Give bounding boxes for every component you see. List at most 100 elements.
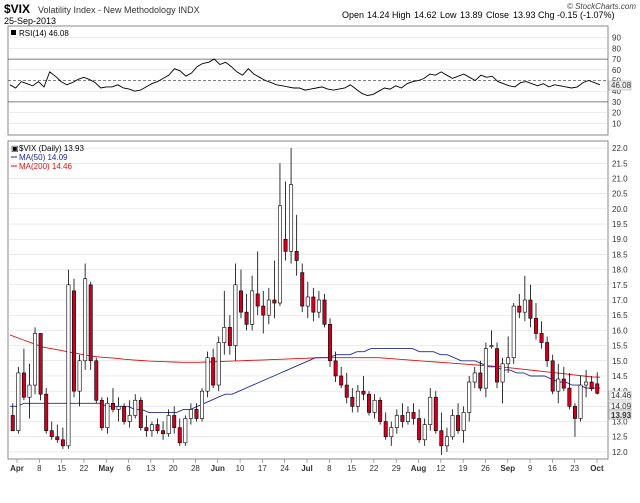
ma200-last-box (608, 390, 632, 401)
close-label: Close (486, 10, 509, 20)
candle-body (239, 290, 243, 313)
candle-body (33, 333, 38, 386)
x-tick-label: Apr (10, 464, 24, 473)
candle-body (66, 284, 71, 447)
candle-body (94, 360, 99, 401)
close-last-box (608, 409, 632, 420)
candle-body (183, 418, 188, 444)
candle-body (122, 406, 127, 422)
candle-body (116, 406, 121, 410)
open-label: Open (342, 10, 364, 20)
candle-body (55, 436, 60, 441)
close-last-value: 13.93 (611, 411, 632, 420)
candle-body (439, 430, 444, 447)
candle-body (444, 436, 449, 447)
candle-body (539, 333, 544, 343)
ma50-legend-text: MA(50) 14.09 (19, 153, 68, 162)
x-tick-label: May (98, 464, 114, 473)
candle-body (311, 296, 316, 313)
close-value: 13.93 (513, 10, 536, 20)
rsi-tick-label: 40 (612, 87, 621, 96)
candlesticks (10, 148, 600, 455)
candle-body (456, 415, 461, 431)
x-tick-label: 24 (280, 464, 289, 473)
x-tick-label: 29 (392, 464, 401, 473)
candle-body (266, 299, 271, 316)
low-value: 13.89 (460, 10, 483, 20)
candle-body (389, 427, 394, 438)
rsi-legend: RSI(14) 46.08 (11, 29, 69, 38)
candle-body (305, 296, 310, 307)
candle-body (60, 439, 65, 447)
candle-body (88, 284, 93, 362)
rsi-tick-label: 90 (612, 34, 621, 43)
x-tick-label: 17 (258, 464, 267, 473)
candle-body (328, 324, 333, 362)
candle-body (255, 293, 260, 307)
x-tick-label: 20 (169, 464, 178, 473)
rsi-tick-label: 30 (612, 98, 621, 107)
x-tick-label: 8 (37, 464, 42, 473)
x-tick-label: Jun (211, 464, 225, 473)
price-tick-label: 22.0 (612, 144, 628, 153)
price-tick-label: 15.0 (612, 357, 628, 366)
price-tick-label: 19.0 (612, 235, 628, 244)
price-tick-label: 20.5 (612, 190, 628, 199)
price-tick-label: 13.0 (612, 418, 628, 427)
price-tick-label: 15.5 (612, 342, 628, 351)
candle-body (194, 409, 199, 419)
x-tick-label: 23 (570, 464, 579, 473)
candle-body (461, 412, 466, 431)
price-tick-label: 12.5 (612, 433, 628, 442)
price-tick-label: 18.0 (612, 266, 628, 275)
candle-body (506, 357, 511, 365)
candle-body (177, 427, 182, 444)
candle-body (500, 363, 505, 383)
x-tick-label: 22 (79, 464, 88, 473)
high-value: 14.62 (414, 10, 437, 20)
rsi-legend-text: RSI(14) 46.08 (19, 29, 69, 38)
candle-body (422, 424, 427, 441)
candle-body (572, 406, 577, 419)
candle-body (277, 205, 282, 304)
candle-body (433, 396, 438, 431)
candle-body (188, 409, 193, 419)
candle-body (578, 384, 583, 419)
x-tick-label: 6 (126, 464, 131, 473)
x-tick-label: Oct (590, 464, 604, 473)
price-tick-label: 20.0 (612, 205, 628, 214)
candle-body (16, 372, 21, 431)
candle-body (250, 290, 255, 325)
candle-body (289, 184, 294, 252)
candle-body (584, 381, 589, 386)
candle-body (567, 387, 572, 407)
candle-body (367, 393, 371, 413)
candle-body (528, 299, 533, 319)
candle-body (344, 384, 349, 398)
rsi-tick-label: 80 (612, 44, 621, 53)
x-tick-label: 8 (327, 464, 332, 473)
candle-body (216, 342, 221, 386)
candle-body (44, 393, 49, 431)
candle-body (556, 378, 561, 392)
candle-body (495, 348, 499, 383)
candle-body (300, 272, 305, 307)
candle-body (522, 299, 527, 313)
candle-body (561, 378, 566, 389)
candle-body (450, 415, 455, 438)
x-tick-label: 12 (436, 464, 445, 473)
x-tick-label: 28 (191, 464, 200, 473)
chart-date: 25-Sep-2013 (4, 16, 56, 26)
x-tick-label: Sep (500, 464, 515, 473)
candle-body (483, 348, 488, 389)
candle-body (545, 342, 550, 362)
candle-body (589, 381, 594, 390)
price-legend-main: $VIX (Daily) 13.93 (19, 144, 84, 153)
ticker-symbol: $VIX (4, 2, 30, 16)
rsi-line (9, 58, 601, 96)
candle-body (49, 430, 54, 438)
x-tick-label: 22 (369, 464, 378, 473)
candle-body (127, 415, 132, 422)
